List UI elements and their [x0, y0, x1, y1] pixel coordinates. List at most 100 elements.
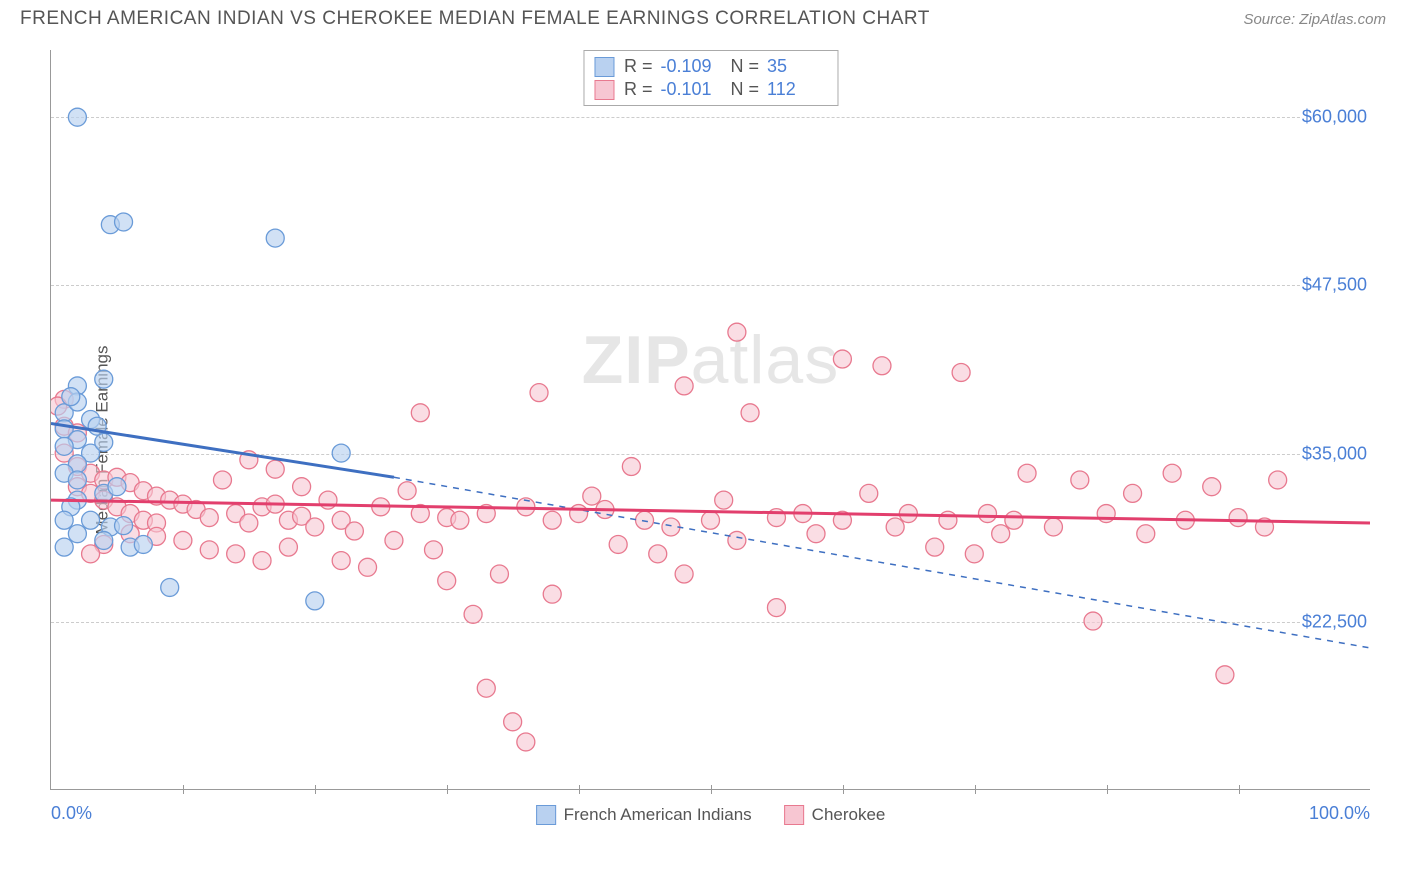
data-point: [675, 377, 693, 395]
legend-item: French American Indians: [536, 805, 752, 825]
x-axis-start-label: 0.0%: [51, 803, 92, 824]
data-point: [398, 482, 416, 500]
stat-r-label: R =: [624, 79, 653, 100]
data-point: [464, 605, 482, 623]
data-point: [583, 487, 601, 505]
data-point: [767, 599, 785, 617]
data-point: [1018, 464, 1036, 482]
data-point: [1005, 511, 1023, 529]
data-point: [886, 518, 904, 536]
data-point: [741, 404, 759, 422]
data-point: [1229, 509, 1247, 527]
data-point: [55, 511, 73, 529]
data-point: [952, 363, 970, 381]
trend-line-extrapolated: [394, 477, 1370, 648]
stat-n-value: 35: [767, 56, 827, 77]
data-point: [833, 350, 851, 368]
data-point: [715, 491, 733, 509]
stat-n-label: N =: [731, 56, 760, 77]
data-point: [1124, 484, 1142, 502]
data-point: [517, 733, 535, 751]
data-point: [702, 511, 720, 529]
data-point: [359, 558, 377, 576]
stat-n-value: 112: [767, 79, 827, 100]
data-point: [332, 444, 350, 462]
data-point: [55, 437, 73, 455]
data-point: [174, 531, 192, 549]
data-point: [227, 545, 245, 563]
data-point: [68, 108, 86, 126]
correlation-stats-box: R =-0.109N =35R =-0.101N =112: [583, 50, 838, 106]
data-point: [332, 552, 350, 570]
legend-swatch: [536, 805, 556, 825]
data-point: [728, 531, 746, 549]
y-tick-label: $60,000: [1302, 107, 1375, 128]
data-point: [504, 713, 522, 731]
data-point: [82, 511, 100, 529]
data-point: [95, 531, 113, 549]
data-point: [253, 552, 271, 570]
data-point: [108, 478, 126, 496]
legend-label: Cherokee: [812, 805, 886, 825]
data-point: [1216, 666, 1234, 684]
data-point: [293, 478, 311, 496]
data-point: [55, 538, 73, 556]
data-point: [438, 572, 456, 590]
data-point: [62, 388, 80, 406]
data-point: [279, 538, 297, 556]
data-point: [490, 565, 508, 583]
stat-n-label: N =: [731, 79, 760, 100]
data-point: [345, 522, 363, 540]
data-point: [411, 404, 429, 422]
data-point: [926, 538, 944, 556]
data-point: [1137, 525, 1155, 543]
data-point: [213, 471, 231, 489]
x-axis-end-label: 100.0%: [1309, 803, 1370, 824]
data-point: [873, 357, 891, 375]
data-point: [609, 535, 627, 553]
data-point: [530, 384, 548, 402]
data-point: [306, 518, 324, 536]
data-point: [134, 535, 152, 553]
data-point: [451, 511, 469, 529]
y-tick-label: $47,500: [1302, 275, 1375, 296]
legend-swatch: [594, 57, 614, 77]
data-point: [477, 679, 495, 697]
data-point: [200, 541, 218, 559]
data-point: [68, 525, 86, 543]
source-credit: Source: ZipAtlas.com: [1243, 11, 1386, 28]
data-point: [543, 585, 561, 603]
data-point: [965, 545, 983, 563]
data-point: [306, 592, 324, 610]
data-point: [728, 323, 746, 341]
chart-title: FRENCH AMERICAN INDIAN VS CHEROKEE MEDIA…: [20, 8, 930, 30]
data-point: [636, 511, 654, 529]
header: FRENCH AMERICAN INDIAN VS CHEROKEE MEDIA…: [0, 0, 1406, 30]
data-point: [385, 531, 403, 549]
data-point: [649, 545, 667, 563]
data-point: [543, 511, 561, 529]
data-point: [425, 541, 443, 559]
data-point: [939, 511, 957, 529]
scatter-svg: [51, 50, 1370, 789]
data-point: [95, 433, 113, 451]
data-point: [1163, 464, 1181, 482]
y-tick-label: $35,000: [1302, 443, 1375, 464]
legend-swatch: [594, 80, 614, 100]
data-point: [978, 505, 996, 523]
y-tick-label: $22,500: [1302, 611, 1375, 632]
data-point: [622, 458, 640, 476]
data-point: [82, 545, 100, 563]
legend-label: French American Indians: [564, 805, 752, 825]
data-point: [992, 525, 1010, 543]
data-point: [161, 578, 179, 596]
data-point: [675, 565, 693, 583]
plot-area: ZIPatlas R =-0.109N =35R =-0.101N =112 0…: [50, 50, 1370, 790]
stat-r-value: -0.101: [661, 79, 721, 100]
data-point: [1269, 471, 1287, 489]
stats-row: R =-0.109N =35: [594, 55, 827, 78]
legend-item: Cherokee: [784, 805, 886, 825]
data-point: [95, 370, 113, 388]
legend-swatch: [784, 805, 804, 825]
data-point: [807, 525, 825, 543]
